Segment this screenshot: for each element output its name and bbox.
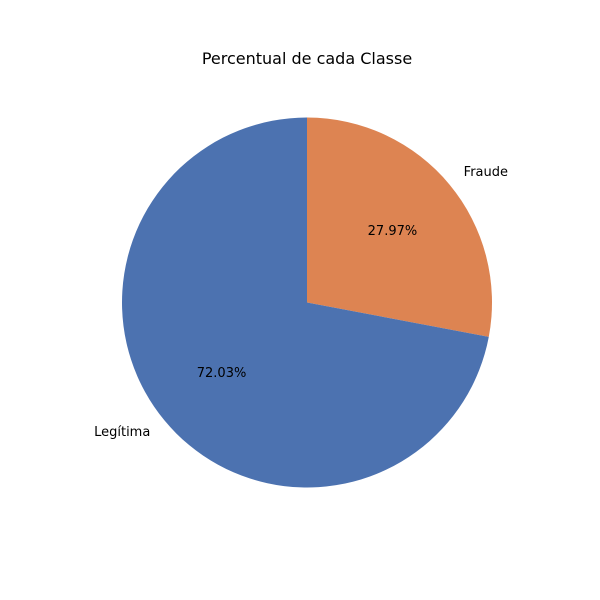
pie-labels: Fraude 27.97% Legítima 72.03%	[94, 165, 508, 440]
pct-label-legítima: 72.03%	[197, 366, 247, 381]
pie-slice-fraude	[307, 117, 492, 337]
pie-slices	[122, 117, 492, 488]
pct-label-fraude: 27.97%	[368, 224, 418, 239]
slice-label-fraude: Fraude	[464, 165, 508, 180]
slice-label-legítima: Legítima	[94, 425, 150, 440]
pie-slice-legítima	[122, 117, 489, 488]
chart-title: Percentual de cada Classe	[202, 49, 412, 68]
